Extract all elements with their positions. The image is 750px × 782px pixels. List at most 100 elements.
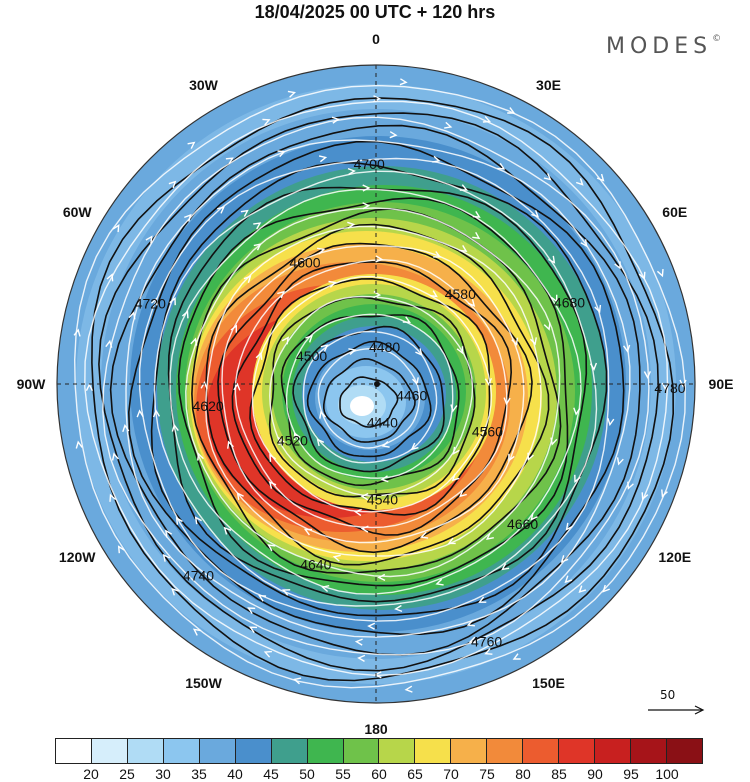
wind-arrow-icon — [316, 438, 325, 447]
contour-line — [98, 112, 660, 672]
wind-arrow-icon — [623, 344, 631, 353]
wind-arrow-icon — [105, 339, 113, 348]
wind-arrow-icon — [316, 247, 326, 255]
colorbar-cell — [271, 739, 308, 763]
wind-arrow-icon — [73, 328, 81, 337]
wind-arrow-icon — [404, 685, 413, 693]
wind-arrow-icon — [197, 452, 204, 461]
streamline — [221, 245, 525, 544]
wind-arrow-icon — [347, 221, 356, 229]
wind-arrow-icon — [281, 336, 289, 345]
wind-arrow-icon — [596, 173, 605, 182]
contour-label: 4660 — [507, 516, 538, 532]
wind-arrow-icon — [602, 584, 610, 593]
wind-arrow-icon — [466, 619, 475, 627]
wind-arrow-icon — [433, 251, 442, 258]
reference-arrow-icon — [648, 705, 705, 715]
wind-arrow-icon — [348, 348, 357, 356]
wind-arrow-icon — [679, 379, 687, 388]
wind-arrow-icon — [111, 452, 119, 461]
colorbar-cell — [56, 739, 92, 763]
graticule — [57, 65, 695, 703]
wind-arrow-icon — [331, 116, 340, 124]
wind-arrow-icon — [233, 382, 241, 391]
wind-arrow-icon — [484, 377, 493, 386]
contour-label: 4580 — [445, 286, 476, 302]
wind-arrow-icon — [578, 585, 587, 593]
wind-arrow-icon — [377, 573, 386, 582]
contour-line — [292, 325, 445, 473]
wind-arrow-icon — [253, 222, 262, 230]
longitude-label: 90W — [16, 376, 46, 392]
wind-arrow-icon — [429, 290, 438, 298]
wind-arrow-icon — [543, 173, 552, 181]
wind-arrow-icon — [594, 304, 602, 314]
streamline — [317, 348, 421, 449]
streamline — [269, 295, 474, 497]
contour-label: 4480 — [369, 339, 400, 355]
contour-labels: 4780 4760 4740 4720 4700 4680 4660 4640 4620 4600… — [135, 156, 686, 649]
contour-label: 4560 — [472, 424, 503, 440]
streamline — [285, 313, 454, 479]
wind-arrow-icon — [321, 585, 330, 593]
wind-arrow-icon — [362, 184, 371, 192]
wind-arrow-icon — [452, 446, 460, 455]
wind-arrow-icon — [501, 563, 510, 571]
wind-arrow-icon — [638, 271, 646, 280]
colorbar-cell — [631, 739, 667, 763]
wind-arrow-icon — [106, 273, 114, 282]
wind-arrow-icon — [497, 162, 506, 170]
wind-arrow-icon — [318, 155, 328, 163]
wind-arrow-icon — [459, 184, 469, 191]
streamline — [205, 225, 542, 557]
brand-text: MODES — [606, 34, 713, 59]
contour-label: 4720 — [135, 295, 166, 311]
wind-arrow-icon — [529, 337, 537, 346]
wind-arrow-icon — [381, 440, 390, 448]
colorbar-cell — [235, 739, 272, 763]
wind-arrow-icon — [419, 531, 429, 539]
wind-arrow-icon — [564, 575, 573, 584]
wind-streamlines — [73, 78, 687, 693]
contour-label: 4500 — [296, 348, 327, 364]
wind-arrow-icon — [278, 436, 285, 446]
wind-arrow-icon — [450, 404, 458, 413]
colorbar-label: 60 — [371, 766, 387, 782]
wind-arrow-icon — [375, 255, 384, 263]
wind-arrow-icon — [269, 453, 276, 462]
contour-line — [127, 140, 625, 636]
wind-arrow-icon — [367, 622, 376, 630]
wind-arrow-icon — [641, 492, 649, 501]
wind-arrow-icon — [112, 224, 120, 233]
wind-arrow-icon — [432, 155, 441, 163]
longitude-label: 0 — [372, 31, 380, 47]
wind-arrow-icon — [248, 626, 258, 634]
wind-arrow-icon — [643, 371, 652, 379]
contour-label: 4540 — [367, 492, 398, 508]
contour-line — [306, 340, 432, 458]
contour-label: 4460 — [396, 388, 427, 404]
wind-arrow-icon — [661, 489, 668, 498]
wind-arrow-icon — [410, 442, 419, 451]
longitude-label: 90E — [708, 376, 734, 392]
wind-arrow-icon — [262, 118, 271, 126]
map-boundary — [56, 64, 696, 704]
wind-arrow-icon — [360, 525, 369, 533]
wind-arrow-icon — [357, 654, 366, 663]
brand-logo: MODES© — [606, 34, 721, 59]
wind-arrow-icon — [478, 596, 487, 603]
wind-arrow-icon — [482, 115, 492, 123]
streamline — [185, 207, 561, 578]
colorbar-label: 80 — [515, 766, 531, 782]
colorbar-cell — [451, 739, 488, 763]
contour-line — [280, 314, 460, 487]
contour-label: 4600 — [289, 255, 320, 271]
wind-arrow-icon — [451, 473, 460, 482]
wind-arrow-icon — [230, 324, 238, 333]
wind-arrow-icon — [305, 334, 313, 343]
streamline — [102, 116, 650, 656]
wind-arrow-icon — [550, 437, 558, 446]
wind-arrow-icon — [85, 383, 94, 392]
wind-arrow-icon — [589, 362, 598, 371]
colorbar-label: 95 — [623, 766, 639, 782]
